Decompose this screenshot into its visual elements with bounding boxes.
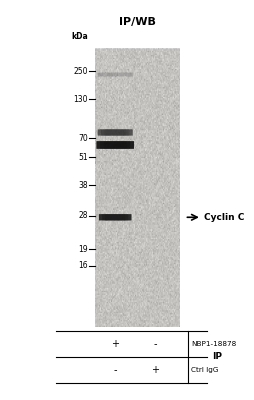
Text: +: + <box>111 339 119 349</box>
FancyBboxPatch shape <box>96 141 134 149</box>
Text: IP: IP <box>211 352 221 362</box>
Text: 51: 51 <box>78 153 88 162</box>
Text: 130: 130 <box>73 95 88 104</box>
Text: -: - <box>113 365 117 375</box>
Text: Ctrl IgG: Ctrl IgG <box>191 367 218 373</box>
Text: 19: 19 <box>78 245 88 254</box>
Text: 250: 250 <box>73 67 88 76</box>
FancyBboxPatch shape <box>100 141 130 149</box>
Text: NBP1-18878: NBP1-18878 <box>191 341 236 347</box>
FancyBboxPatch shape <box>105 214 125 220</box>
Text: 70: 70 <box>78 134 88 142</box>
Text: -: - <box>152 339 156 349</box>
Text: +: + <box>150 365 158 375</box>
FancyBboxPatch shape <box>103 141 126 149</box>
Text: 16: 16 <box>78 262 88 270</box>
Text: Cyclin C: Cyclin C <box>203 213 244 222</box>
FancyBboxPatch shape <box>102 214 128 220</box>
FancyBboxPatch shape <box>99 214 131 220</box>
Text: 28: 28 <box>78 211 88 220</box>
FancyBboxPatch shape <box>97 72 132 76</box>
FancyBboxPatch shape <box>97 129 132 136</box>
Text: IP/WB: IP/WB <box>119 17 155 27</box>
Text: 38: 38 <box>78 181 88 190</box>
Text: kDa: kDa <box>71 32 88 41</box>
FancyBboxPatch shape <box>104 129 125 136</box>
FancyBboxPatch shape <box>95 49 179 327</box>
FancyBboxPatch shape <box>101 129 129 136</box>
